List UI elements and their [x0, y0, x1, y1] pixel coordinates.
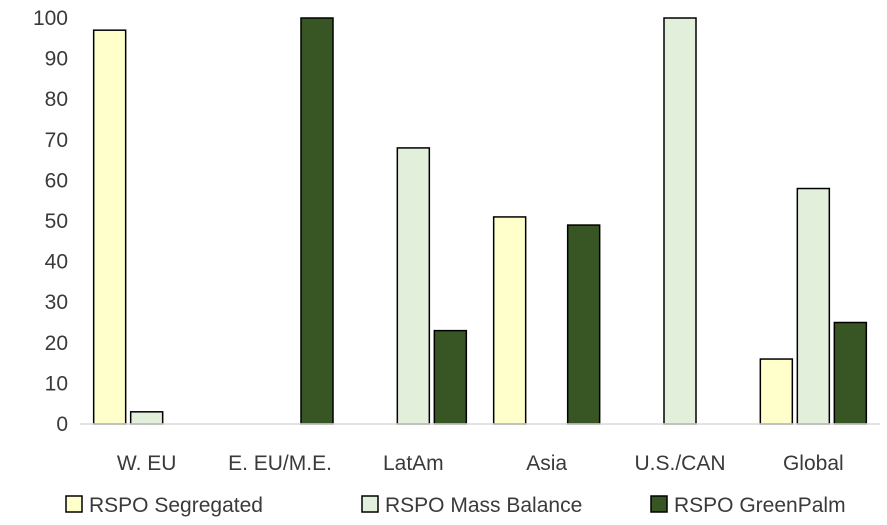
y-tick-label: 30 — [45, 291, 68, 314]
y-tick-label: 10 — [45, 372, 68, 395]
y-tick-label: 20 — [45, 332, 68, 355]
legend-swatch-1 — [361, 495, 379, 513]
y-tick-label: 40 — [45, 251, 68, 274]
bar-1-4 — [663, 17, 697, 425]
category-label: U.S./CAN — [634, 452, 725, 475]
category-label: Asia — [526, 452, 567, 475]
y-axis: 0 10 20 30 40 50 60 70 80 90 100 — [33, 7, 68, 436]
bar-2-3 — [566, 224, 601, 425]
bar-1-5 — [796, 187, 831, 425]
category-label: Global — [783, 452, 844, 475]
legend-swatch-0 — [65, 495, 83, 513]
y-tick-label: 60 — [45, 169, 68, 192]
y-tick-label: 100 — [33, 7, 68, 30]
category-label: E. EU/M.E. — [228, 452, 332, 475]
bar-1-0 — [129, 411, 164, 425]
y-tick-label: 0 — [56, 413, 68, 436]
legend: RSPO Segregated RSPO Mass Balance RSPO Gre… — [65, 494, 846, 517]
category-label: W. EU — [117, 452, 177, 475]
y-tick-label: 70 — [45, 129, 68, 152]
y-tick-label: 90 — [45, 48, 68, 71]
bar-0-3 — [492, 216, 527, 425]
y-tick-label: 80 — [45, 88, 68, 111]
bar-0-0 — [92, 29, 127, 425]
bar-0-5 — [759, 358, 794, 425]
x-axis: W. EU E. EU/M.E. LatAm Asia U.S./CAN Global — [80, 423, 880, 475]
category-label: LatAm — [383, 452, 444, 475]
legend-swatch-2 — [650, 495, 668, 513]
bar-2-2 — [433, 329, 468, 425]
bars-group — [92, 17, 868, 425]
legend-label-0: RSPO Segregated — [89, 494, 263, 517]
bar-2-1 — [300, 17, 334, 425]
legend-label-2: RSPO GreenPalm — [674, 494, 846, 517]
legend-label-1: RSPO Mass Balance — [385, 494, 582, 517]
y-tick-label: 50 — [45, 210, 68, 233]
bar-2-5 — [833, 321, 868, 425]
bar-1-2 — [396, 147, 431, 425]
